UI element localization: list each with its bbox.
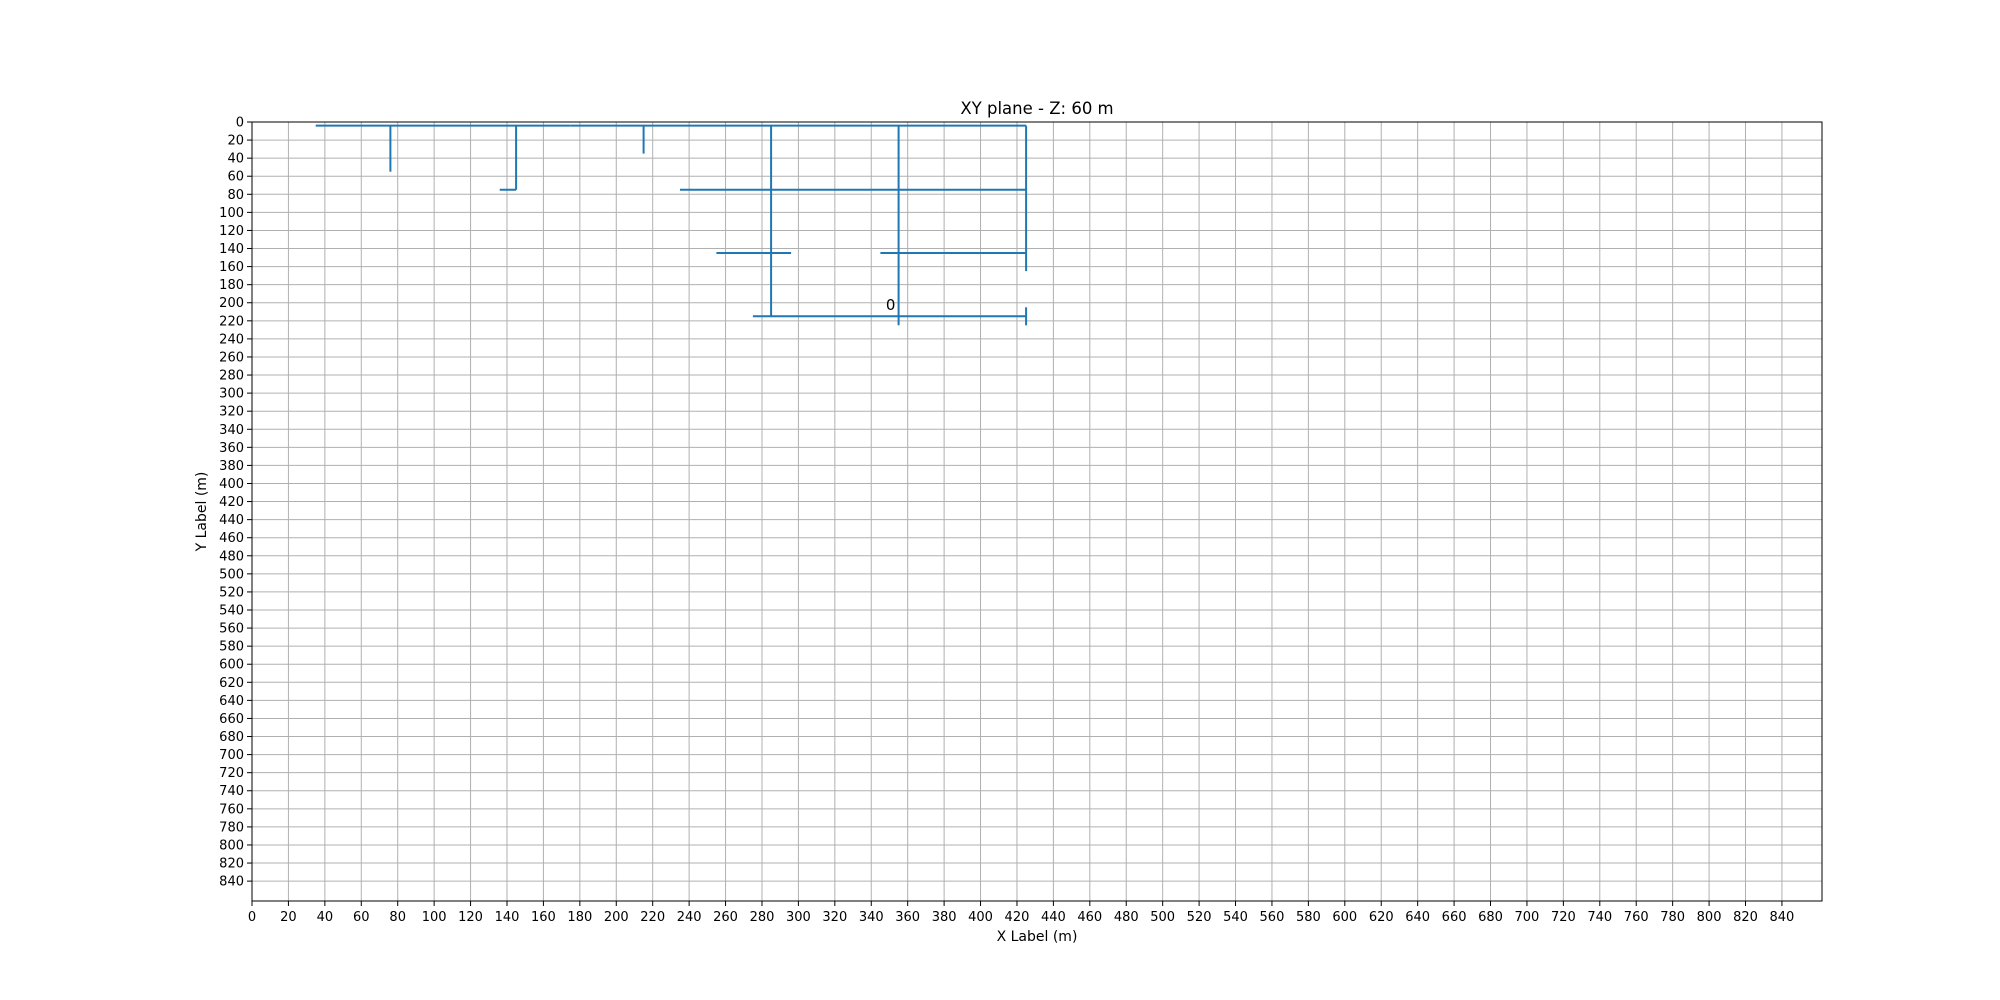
x-tick-label: 700 <box>1515 910 1540 925</box>
y-tick-label: 280 <box>219 369 244 384</box>
x-axis-title: X Label (m) <box>997 929 1078 945</box>
x-tick-label: 500 <box>1150 910 1175 925</box>
y-tick-label: 580 <box>219 640 244 655</box>
x-tick-label: 600 <box>1332 910 1357 925</box>
y-tick-label: 840 <box>219 875 244 890</box>
x-tick-label: 240 <box>677 910 702 925</box>
x-tick-label: 380 <box>932 910 957 925</box>
tick-layer: 0 20 40 60 80 100 120 140 160 180 200 220 240 260 280 3… <box>219 116 1794 926</box>
y-tick-label: 560 <box>219 622 244 637</box>
x-tick-label: 520 <box>1187 910 1212 925</box>
y-tick-label: 260 <box>219 350 244 365</box>
x-tick-label: 780 <box>1660 910 1685 925</box>
y-tick-label: 780 <box>219 820 244 835</box>
x-tick-label: 100 <box>422 910 447 925</box>
y-tick-label: 240 <box>219 332 244 347</box>
y-tick-label: 680 <box>219 730 244 745</box>
y-tick-label: 140 <box>219 242 244 257</box>
y-tick-label: 100 <box>219 206 244 221</box>
x-tick-label: 640 <box>1405 910 1430 925</box>
y-tick-label: 600 <box>219 658 244 673</box>
data-layer: 0 <box>315 124 1028 326</box>
y-tick-label: 420 <box>219 495 244 510</box>
x-tick-label: 540 <box>1223 910 1248 925</box>
x-tick-label: 220 <box>640 910 665 925</box>
y-axis-title: Y Label (m) <box>194 472 210 553</box>
x-tick-label: 340 <box>859 910 884 925</box>
grid-layer <box>251 121 1822 901</box>
y-tick-label: 640 <box>219 694 244 709</box>
x-tick-label: 200 <box>604 910 629 925</box>
x-tick-label: 760 <box>1624 910 1649 925</box>
x-tick-label: 20 <box>280 910 297 925</box>
x-tick-label: 820 <box>1733 910 1758 925</box>
y-tick-label: 620 <box>219 676 244 691</box>
y-tick-label: 180 <box>219 278 244 293</box>
y-tick-label: 720 <box>219 766 244 781</box>
x-tick-label: 420 <box>1005 910 1030 925</box>
x-tick-label: 660 <box>1442 910 1467 925</box>
x-tick-label: 260 <box>713 910 738 925</box>
annotation-label: 0 <box>886 296 896 314</box>
chart-title: XY plane - Z: 60 m <box>960 99 1113 118</box>
x-tick-label: 40 <box>317 910 334 925</box>
x-tick-label: 360 <box>895 910 920 925</box>
x-tick-label: 320 <box>822 910 847 925</box>
x-tick-label: 800 <box>1697 910 1722 925</box>
x-tick-label: 580 <box>1296 910 1321 925</box>
y-tick-label: 300 <box>219 387 244 402</box>
y-tick-label: 520 <box>219 585 244 600</box>
y-tick-label: 360 <box>219 441 244 456</box>
y-tick-label: 480 <box>219 549 244 564</box>
x-tick-label: 180 <box>567 910 592 925</box>
y-tick-label: 340 <box>219 423 244 438</box>
x-tick-label: 300 <box>786 910 811 925</box>
y-tick-label: 220 <box>219 314 244 329</box>
y-tick-label: 60 <box>227 170 244 185</box>
x-tick-label: 400 <box>968 910 993 925</box>
x-tick-label: 0 <box>248 910 256 925</box>
y-tick-label: 500 <box>219 567 244 582</box>
x-tick-label: 720 <box>1551 910 1576 925</box>
y-tick-label: 20 <box>227 134 244 149</box>
y-tick-label: 120 <box>219 224 244 239</box>
y-tick-label: 660 <box>219 712 244 727</box>
x-tick-label: 160 <box>531 910 556 925</box>
x-tick-label: 620 <box>1369 910 1394 925</box>
y-tick-label: 400 <box>219 477 244 492</box>
y-tick-label: 740 <box>219 784 244 799</box>
x-tick-label: 840 <box>1770 910 1795 925</box>
y-tick-label: 440 <box>219 513 244 528</box>
y-tick-label: 320 <box>219 405 244 420</box>
y-tick-label: 380 <box>219 459 244 474</box>
y-tick-label: 820 <box>219 857 244 872</box>
x-tick-label: 480 <box>1114 910 1139 925</box>
x-tick-label: 60 <box>353 910 370 925</box>
y-tick-label: 80 <box>227 188 244 203</box>
y-tick-label: 160 <box>219 260 244 275</box>
x-tick-label: 120 <box>458 910 483 925</box>
x-tick-label: 440 <box>1041 910 1066 925</box>
y-tick-label: 700 <box>219 748 244 763</box>
x-tick-label: 280 <box>750 910 775 925</box>
y-tick-label: 460 <box>219 531 244 546</box>
y-tick-label: 540 <box>219 604 244 619</box>
x-tick-label: 680 <box>1478 910 1503 925</box>
y-tick-label: 760 <box>219 802 244 817</box>
x-tick-label: 560 <box>1260 910 1285 925</box>
y-tick-label: 200 <box>219 296 244 311</box>
y-tick-label: 800 <box>219 838 244 853</box>
x-tick-label: 740 <box>1587 910 1612 925</box>
x-tick-label: 80 <box>389 910 406 925</box>
y-tick-label: 0 <box>236 116 244 131</box>
x-tick-label: 460 <box>1077 910 1102 925</box>
y-tick-label: 40 <box>227 152 244 167</box>
plot-frame <box>251 121 1823 902</box>
x-tick-label: 140 <box>495 910 520 925</box>
